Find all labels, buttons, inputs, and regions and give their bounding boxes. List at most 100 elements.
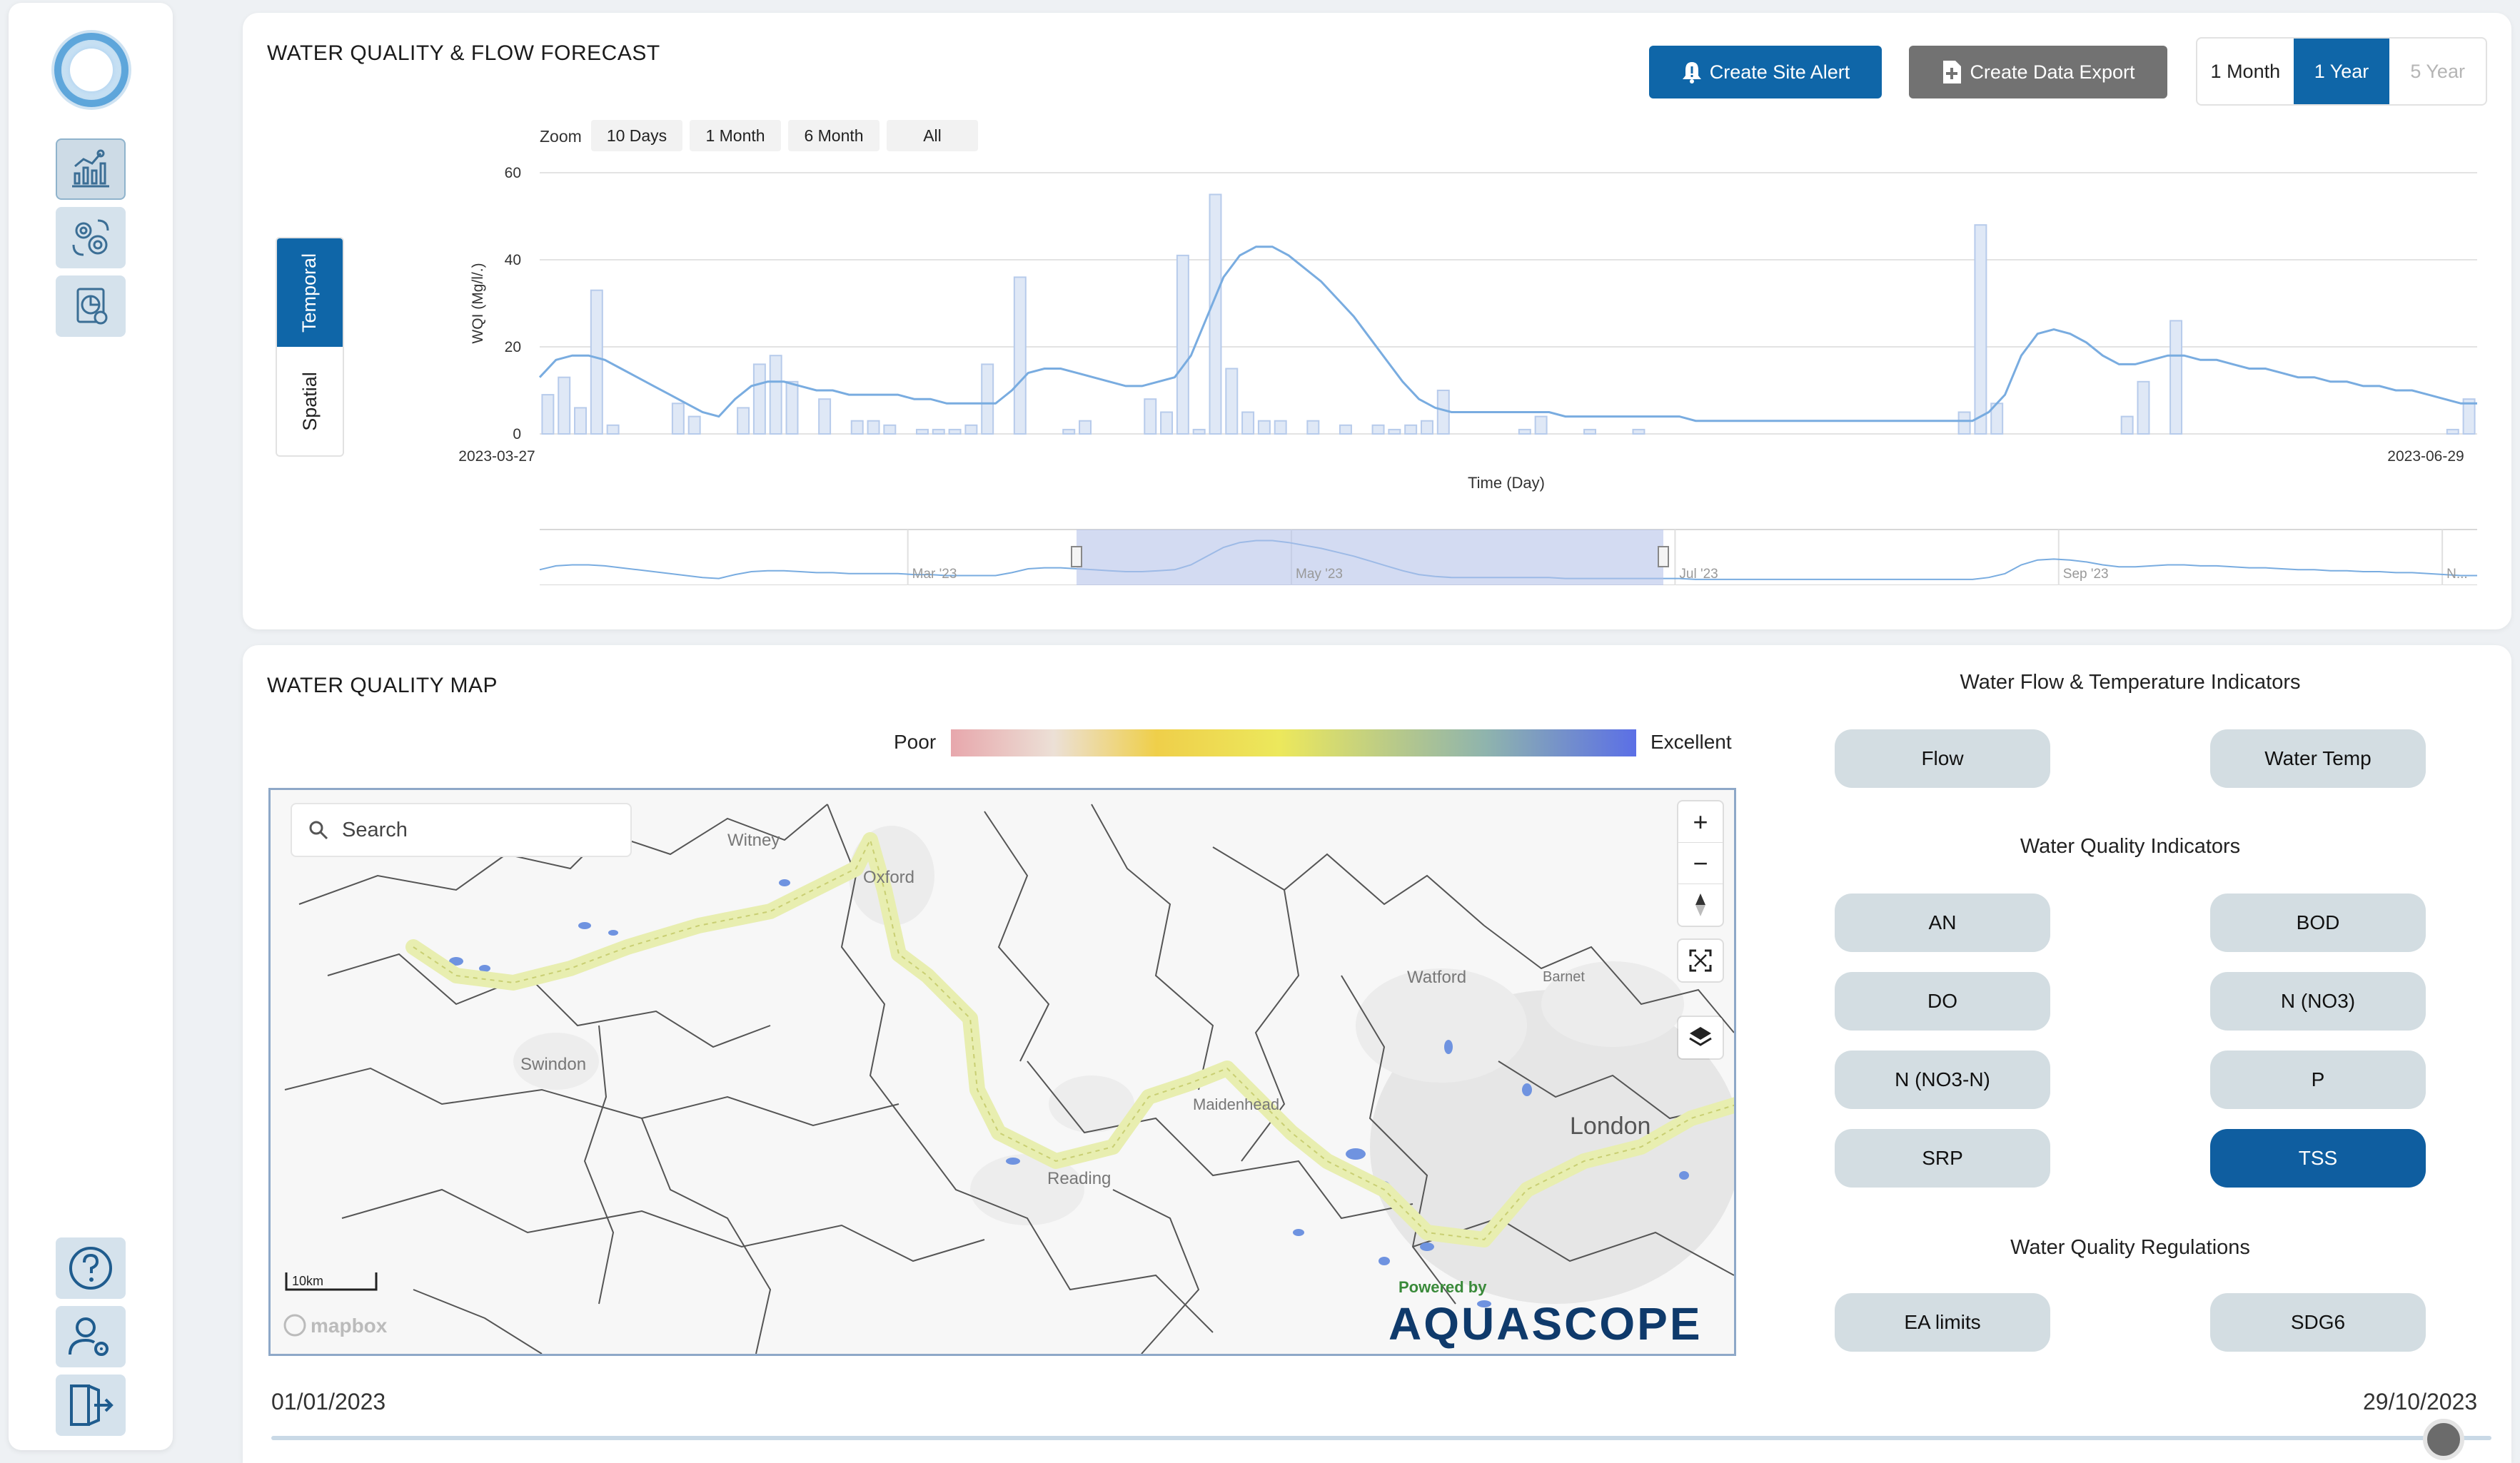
navigator-right-handle[interactable] [1658, 546, 1669, 567]
range-1-month[interactable]: 1 Month [2210, 60, 2281, 82]
chart-bar[interactable] [752, 363, 766, 435]
navigator[interactable]: Mar '23 May '23 Jul '23 Sep '23 N... [539, 529, 2477, 585]
chip-p[interactable]: P [2210, 1051, 2426, 1109]
quality-legend-gradient [951, 729, 1636, 756]
chart-bar[interactable] [1225, 368, 1239, 435]
chart-bar[interactable] [671, 403, 685, 435]
zoom-1-month-button[interactable]: 1 Month [690, 120, 781, 151]
aquascope-brand: AQUASCOPE [1388, 1298, 1703, 1350]
chart-bar[interactable] [1534, 415, 1548, 435]
help-button[interactable] [56, 1237, 126, 1299]
water-quality-map[interactable]: Witney Oxford Swindon Watford Barnet Mai… [268, 788, 1736, 1356]
chip-ea-limits[interactable]: EA limits [1835, 1293, 2050, 1352]
chart-bar[interactable] [1436, 390, 1450, 435]
create-site-alert-button[interactable]: Create Site Alert [1649, 46, 1882, 98]
chart-bar[interactable] [1632, 428, 1645, 435]
chip-srp[interactable]: SRP [1835, 1129, 2050, 1188]
chart-bar[interactable] [1583, 428, 1597, 435]
timeline-slider-thumb[interactable] [2423, 1419, 2464, 1460]
layers-button[interactable] [1678, 1017, 1723, 1058]
navigator-left-handle[interactable] [1071, 546, 1082, 567]
chip-water-temp[interactable]: Water Temp [2210, 729, 2426, 788]
chart-bar[interactable] [541, 394, 555, 435]
help-icon [69, 1247, 112, 1290]
chart-bar[interactable] [1339, 424, 1352, 435]
create-data-export-button[interactable]: Create Data Export [1909, 46, 2167, 98]
chart-bar[interactable] [1062, 428, 1076, 435]
chart-bar[interactable] [1241, 411, 1255, 435]
chart-bar[interactable] [1274, 420, 1287, 435]
chip-an[interactable]: AN [1835, 894, 2050, 952]
chip-bod[interactable]: BOD [2210, 894, 2426, 952]
legend-excellent-label: Excellent [1650, 731, 1732, 753]
chart-bar[interactable] [1176, 254, 1189, 435]
chart-bar[interactable] [883, 424, 897, 435]
chart-bar[interactable] [1518, 428, 1531, 435]
chart-bar[interactable] [1404, 424, 1418, 435]
chart-bar[interactable] [1306, 420, 1320, 435]
nav-analytics-button[interactable] [56, 138, 126, 200]
zoom-label: Zoom [540, 127, 582, 146]
chart-bar[interactable] [606, 424, 620, 435]
chart-bar[interactable] [2462, 398, 2476, 435]
zoom-10-days-button[interactable]: 10 Days [591, 120, 682, 151]
chip-tss[interactable]: TSS [2210, 1129, 2426, 1188]
reset-north-button[interactable] [1678, 884, 1723, 926]
logout-button[interactable] [56, 1375, 126, 1436]
map-canvas[interactable]: Witney Oxford Swindon Watford Barnet Mai… [271, 790, 1736, 1356]
range-5-year[interactable]: 5 Year [2410, 60, 2465, 82]
chip-do[interactable]: DO [1835, 972, 2050, 1031]
chip-n-no3[interactable]: N (NO3) [2210, 972, 2426, 1031]
map-search-box[interactable]: Search [291, 803, 632, 857]
timeline-slider-track[interactable] [271, 1436, 2491, 1440]
chart-bar[interactable] [1079, 420, 1092, 435]
app-logo[interactable] [54, 33, 128, 107]
chart-bar[interactable] [1957, 411, 1971, 435]
zoom-6-month-button[interactable]: 6 Month [788, 120, 880, 151]
tab-temporal[interactable]: Temporal [277, 238, 343, 347]
chart-bar[interactable] [785, 380, 799, 435]
zoom-all-button[interactable]: All [887, 120, 978, 151]
fullscreen-button[interactable] [1678, 940, 1723, 981]
chart-bar[interactable] [850, 420, 864, 435]
chart-bar[interactable] [2169, 320, 2183, 435]
chart-bar[interactable] [574, 407, 587, 435]
navigator-selection[interactable] [1077, 530, 1663, 585]
chart-bar[interactable] [558, 376, 571, 435]
nav-reports-button[interactable] [56, 275, 126, 337]
chart-bar[interactable] [2446, 428, 2459, 435]
chart-bar[interactable] [1144, 398, 1157, 435]
nav-settings-button[interactable] [56, 207, 126, 268]
chart-bar[interactable] [867, 420, 880, 435]
zoom-in-button[interactable]: + [1678, 801, 1723, 843]
chart-bar[interactable] [964, 424, 978, 435]
chart-bar[interactable] [915, 428, 929, 435]
chart-bar[interactable] [1974, 224, 1987, 435]
chart-bar[interactable] [1257, 420, 1271, 435]
chart-bar[interactable] [2120, 415, 2134, 435]
chart-bar[interactable] [687, 415, 701, 435]
range-1-year[interactable]: 1 Year [2293, 39, 2390, 104]
chart-bar[interactable] [769, 355, 782, 435]
chart-bar[interactable] [981, 363, 994, 435]
chart-bar[interactable] [2137, 380, 2150, 435]
chart-bar[interactable] [1192, 428, 1206, 435]
chart-bar[interactable] [818, 398, 832, 435]
chart-bar[interactable] [1388, 428, 1401, 435]
chart-bar[interactable] [1420, 420, 1433, 435]
place-london: London [1570, 1113, 1650, 1140]
chart-bar[interactable] [1371, 424, 1385, 435]
chart-bar[interactable] [1209, 193, 1222, 435]
chip-n-no3-n[interactable]: N (NO3-N) [1835, 1051, 2050, 1109]
chip-sdg6[interactable]: SDG6 [2210, 1293, 2426, 1352]
chart-bar[interactable] [1013, 276, 1027, 435]
zoom-out-button[interactable]: − [1678, 843, 1723, 884]
user-settings-button[interactable] [56, 1306, 126, 1367]
chart-bar[interactable] [737, 407, 750, 435]
chart-bar[interactable] [590, 289, 603, 435]
chart-bar[interactable] [1160, 411, 1174, 435]
tab-spatial[interactable]: Spatial [277, 347, 343, 455]
chart-bar[interactable] [932, 428, 945, 435]
chart-bar[interactable] [948, 428, 962, 435]
chip-flow[interactable]: Flow [1835, 729, 2050, 788]
